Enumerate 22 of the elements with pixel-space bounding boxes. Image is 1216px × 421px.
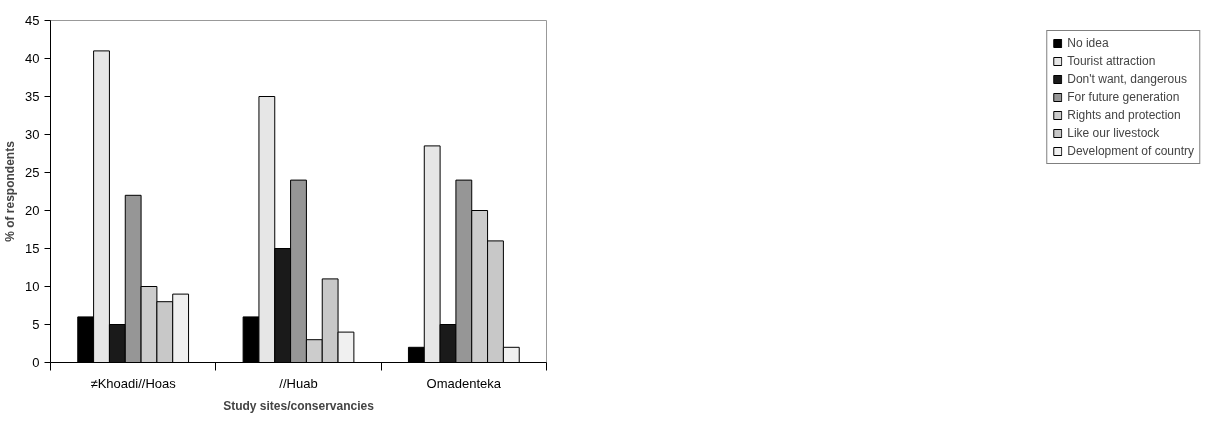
y-tick-label: 15 — [25, 241, 40, 256]
legend-label: Tourist attraction — [1067, 54, 1156, 68]
y-tick-label: 10 — [25, 279, 40, 294]
x-axis-title: Study sites/conservancies — [223, 398, 375, 413]
y-tick-label: 25 — [25, 165, 40, 180]
y-tick-label: 40 — [25, 51, 40, 66]
y-tick-label: 5 — [32, 317, 40, 332]
y-tick-label: 35 — [25, 89, 40, 104]
x-tick-label: //Huab — [279, 375, 318, 391]
legend-label: No idea — [1067, 36, 1109, 50]
legend-label: Rights and protection — [1067, 108, 1181, 122]
y-tick-label: 30 — [25, 127, 40, 142]
y-axis-title: % of respondents — [3, 140, 18, 242]
x-tick-label: ≠Khoadi//Hoas — [90, 375, 177, 391]
y-tick-label: 45 — [25, 13, 40, 28]
legend-label: Development of country — [1067, 144, 1194, 158]
y-tick-label: 0 — [32, 355, 40, 370]
legend-label: Don't want, dangerous — [1067, 72, 1187, 86]
legend-label: For future generation — [1067, 90, 1180, 104]
x-tick-label: Omadenteka — [426, 375, 502, 391]
legend-label: Like our livestock — [1067, 126, 1160, 140]
y-tick-label: 20 — [25, 203, 40, 218]
